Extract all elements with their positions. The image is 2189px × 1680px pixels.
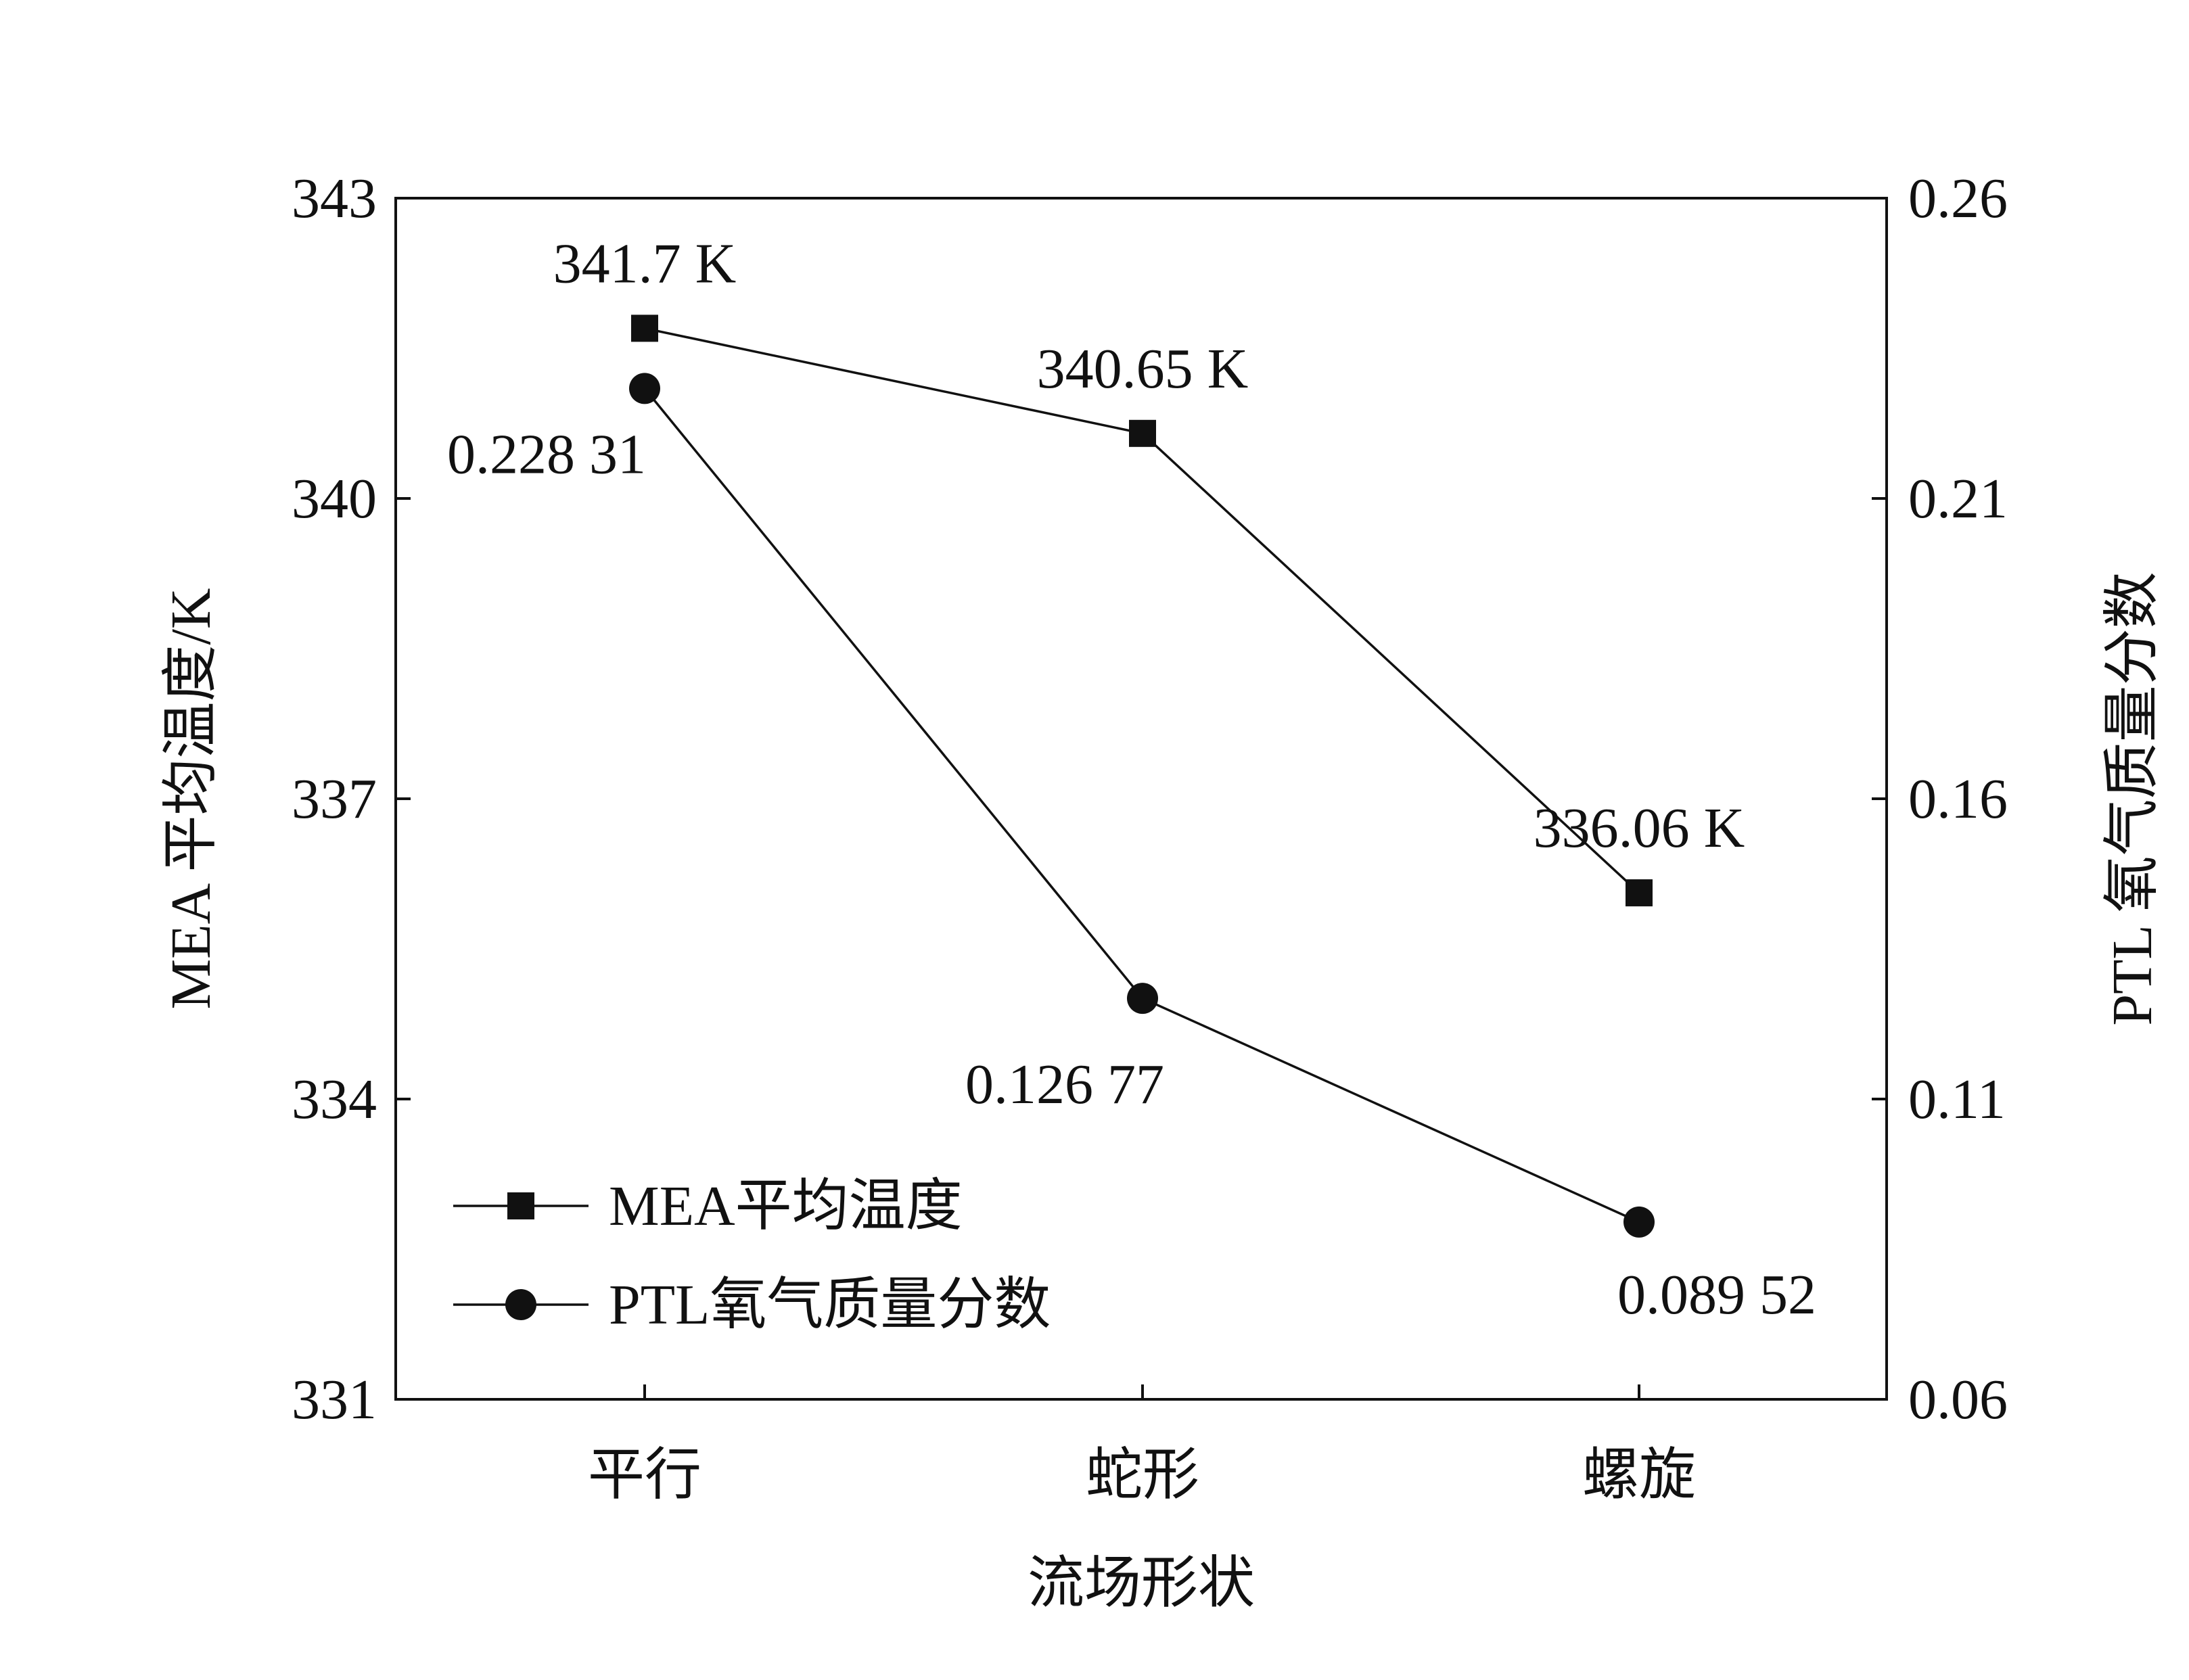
y-left-tick-label: 337 bbox=[292, 768, 377, 831]
y-left-tick-label: 331 bbox=[292, 1368, 377, 1431]
series-2-circle-marker bbox=[1127, 983, 1158, 1014]
x-axis-title: 流场形状 bbox=[1028, 1552, 1255, 1615]
y-left-tick-label: 334 bbox=[292, 1068, 377, 1131]
data-label: 0.228 31 bbox=[447, 423, 646, 486]
y-left-tick-label: 340 bbox=[292, 467, 377, 530]
data-label: 340.65 K bbox=[1037, 337, 1249, 400]
series-1-square-marker bbox=[1626, 879, 1653, 907]
x-tick-label: 螺旋 bbox=[1582, 1444, 1696, 1507]
data-label: 0.089 52 bbox=[1617, 1263, 1816, 1326]
legend-label: MEA平均温度 bbox=[609, 1175, 963, 1238]
y-left-axis-title: MEA 平均温度/K bbox=[160, 588, 223, 1009]
legend-circle-marker bbox=[505, 1289, 536, 1320]
y-left-tick-label: 343 bbox=[292, 167, 377, 230]
legend-square-marker bbox=[507, 1192, 534, 1219]
series-group bbox=[629, 314, 1655, 1238]
x-tick-label: 蛇形 bbox=[1086, 1444, 1199, 1507]
x-tick-label: 平行 bbox=[588, 1444, 701, 1507]
series-1-square-marker bbox=[631, 314, 658, 342]
data-label: 0.126 77 bbox=[965, 1053, 1164, 1116]
legend-label: PTL氧气质量分数 bbox=[609, 1274, 1051, 1336]
y-right-tick-label: 0.11 bbox=[1908, 1068, 2006, 1131]
legend: MEA平均温度 PTL氧气质量分数 bbox=[453, 1175, 1051, 1336]
y-right-tick-label: 0.16 bbox=[1908, 768, 2008, 831]
data-label: 341.7 K bbox=[553, 232, 737, 295]
y-right-tick-label: 0.21 bbox=[1908, 467, 2008, 530]
series-1-square-marker bbox=[1129, 419, 1156, 447]
y-right-tick-label: 0.26 bbox=[1908, 167, 2008, 230]
y-right-axis-title: PTL 氧气质量分数 bbox=[2101, 571, 2164, 1025]
data-label: 336.06 K bbox=[1534, 797, 1745, 860]
y-right-tick-label: 0.06 bbox=[1908, 1368, 2008, 1431]
axes: 331 334 337 340 343 0.06 0.11 0.16 0.21 0.26 平行 蛇形 螺… bbox=[160, 167, 2164, 1615]
series-2-circle-marker bbox=[629, 373, 660, 404]
series-2-circle-marker bbox=[1623, 1206, 1655, 1238]
data-labels: 341.7 K 340.65 K 336.06 K 0.228 31 0.126 77 0… bbox=[447, 232, 1816, 1326]
